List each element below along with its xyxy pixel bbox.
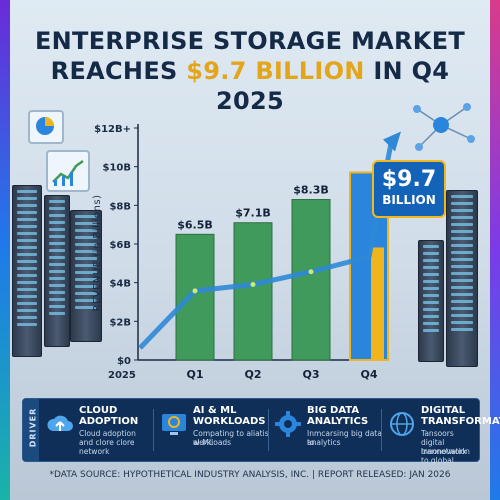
drivers-tag-label: DRIVER <box>28 407 38 448</box>
driver-desc-line1: Compating to aliatis al-ML <box>193 429 269 447</box>
page-title: ENTERPRISE STORAGE MARKET REACHES $9.7 B… <box>20 26 480 116</box>
drivers-tag: DRIVER <box>23 399 39 461</box>
driver-title: AI & ML WORKLOADS <box>193 405 266 427</box>
driver-cloud-adoption: CLOUD ADOPTION Cloud adoption and clore … <box>45 405 150 456</box>
driver-desc-line2: analytics <box>307 438 341 447</box>
driver-divider <box>268 409 269 451</box>
callout-unit: BILLION <box>382 193 436 207</box>
trend-point <box>250 282 256 288</box>
driver-divider <box>153 409 154 451</box>
highlight-callout: $9.7 BILLION <box>372 160 446 218</box>
driver-desc-line1: Tansoors digital innonovation to global <box>421 429 470 465</box>
bar-q2 <box>233 222 273 361</box>
trend-arrow-line <box>138 142 394 350</box>
y-tick-label: $8B <box>109 201 131 212</box>
bar-value-label: $8.3B <box>293 184 329 197</box>
globe-network-icon <box>390 412 414 436</box>
callout-value: $9.7 <box>381 167 437 192</box>
server-rack-left-1 <box>12 185 42 357</box>
x-tick-label: Q4 <box>360 368 377 381</box>
title-part3: IN Q4 2025 <box>216 57 450 115</box>
bar-value-label: $7.1B <box>235 207 271 220</box>
title-highlight: $9.7 BILLION <box>186 57 365 85</box>
server-rack-right-1 <box>446 190 478 367</box>
driver-digital-transformation: DIGITAL TRANSFORMATION Tansoors digital … <box>387 405 500 465</box>
y-tick-label: $4B <box>109 279 131 290</box>
title-part2: REACHES <box>50 57 187 85</box>
x-tick-label: Q3 <box>302 368 319 381</box>
trend-arrow-head <box>383 131 401 152</box>
y-tick-label: $0 <box>117 356 131 367</box>
bar-q3 <box>291 199 331 361</box>
x-axis-year-label: 2025 <box>108 370 136 381</box>
driver-desc-line2: trannetwork <box>421 447 467 456</box>
server-rack-left-3 <box>70 210 102 342</box>
pie-chart-icon <box>36 117 54 135</box>
pie-chart-panel <box>28 110 64 144</box>
y-tick-label: $10B <box>103 163 132 174</box>
driver-title: BIG DATA ANALYTICS <box>307 405 369 427</box>
line-chart-icon <box>52 159 84 186</box>
bar-q4-highlight-inner <box>371 247 384 360</box>
ai-brain-icon <box>162 414 186 435</box>
y-axis-label: REVENUE (in Billions) <box>92 195 103 312</box>
title-line-1: ENTERPRISE STORAGE MARKET <box>34 27 466 55</box>
line-chart-panel <box>46 150 90 192</box>
bar-q1 <box>175 233 215 361</box>
edge-gradient-left <box>0 0 10 500</box>
title-line-2: REACHES $9.7 BILLION IN Q4 2025 <box>20 56 480 116</box>
gear-analytics-icon <box>275 411 301 437</box>
data-source-footer: *DATA SOURCE: HYPOTHETICAL INDUSTRY ANAL… <box>49 470 451 480</box>
driver-big-data: BIG DATA ANALYTICS Inmcarsing big data t… <box>273 405 382 455</box>
driver-desc-line2: and clore clore network <box>79 438 135 456</box>
x-tick-label: Q2 <box>244 368 261 381</box>
server-rack-left-2 <box>44 195 70 347</box>
driver-ai-ml: AI & ML WORKLOADS Compating to aliatis a… <box>159 405 269 455</box>
driver-desc-line1: Inmcarsing big data to <box>307 429 382 447</box>
x-tick-label: Q1 <box>186 368 203 381</box>
y-tick-label: $6B <box>109 240 131 251</box>
drivers-panel: DRIVER CLOUD ADOPTION Cloud adoption and… <box>22 398 500 465</box>
driver-desc-line1: Cloud adoption <box>79 429 136 438</box>
y-tick-label: $12B+ <box>94 124 131 135</box>
driver-divider <box>381 409 382 451</box>
trend-point <box>308 269 314 275</box>
trend-point <box>192 288 198 294</box>
driver-title: CLOUD ADOPTION <box>79 405 139 427</box>
server-rack-right-2 <box>418 240 444 362</box>
cloud-upload-icon <box>47 415 73 431</box>
edge-gradient-right <box>490 0 500 500</box>
y-tick-label: $2B <box>109 317 131 328</box>
network-icon <box>413 103 475 151</box>
bar-value-label: $6.5B <box>177 218 213 231</box>
driver-title: DIGITAL TRANSFORMATION <box>421 405 500 427</box>
driver-desc-line2: workloads <box>193 438 232 447</box>
